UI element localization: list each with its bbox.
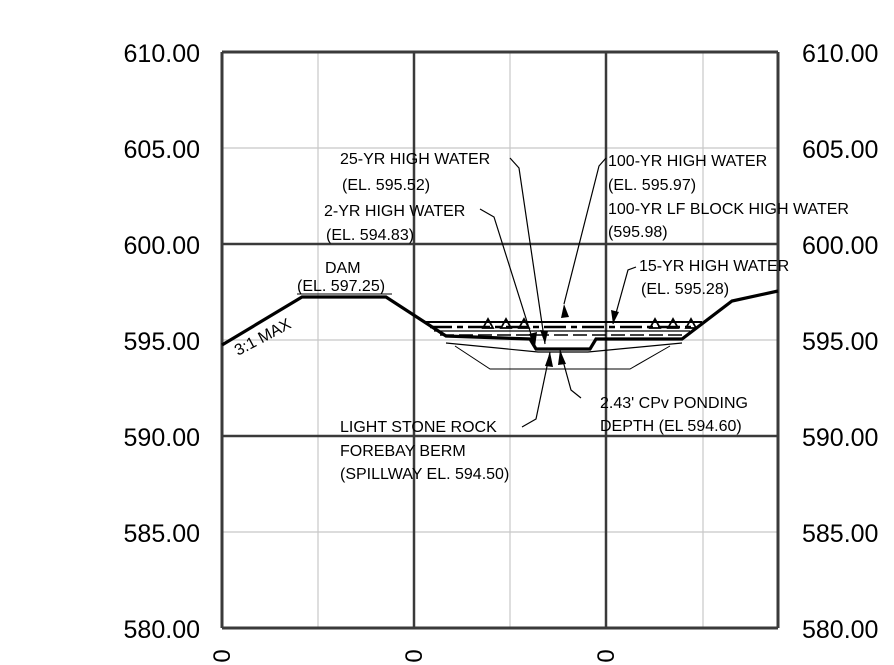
yr100-label: 100-YR HIGH WATER xyxy=(608,153,767,170)
yr2-elevation: (EL. 594.83) xyxy=(326,227,414,244)
elev-left-610: 610.00 xyxy=(124,40,200,68)
elev-right-610: 610.00 xyxy=(802,40,878,68)
cpv-depth: DEPTH (EL 594.60) xyxy=(600,418,742,435)
elev-left-605: 605.00 xyxy=(124,136,200,164)
elev-right-600: 600.00 xyxy=(802,232,878,260)
yr25-label: 25-YR HIGH WATER xyxy=(340,151,490,168)
right-elevation-axis: 610.00 605.00 600.00 595.00 590.00 585.0… xyxy=(802,40,878,644)
elev-right-605: 605.00 xyxy=(802,136,878,164)
cpv-label: 2.43' CPv PONDING xyxy=(600,395,748,412)
elev-left-590: 590.00 xyxy=(124,424,200,452)
leaders xyxy=(479,157,637,428)
berm-label-2: FOREBAY BERM xyxy=(340,443,466,460)
arrowheads xyxy=(529,304,619,367)
grid xyxy=(222,52,778,628)
station-axis: 0 0 0 xyxy=(209,649,620,662)
yr15-label: 15-YR HIGH WATER xyxy=(639,258,789,275)
elev-right-580: 580.00 xyxy=(802,616,878,644)
yr2-label: 2-YR HIGH WATER xyxy=(324,203,465,220)
berm-label-3: (SPILLWAY EL. 594.50) xyxy=(340,466,509,483)
pond-bottom-outline xyxy=(445,342,683,353)
yr100-lf-elevation: (595.98) xyxy=(608,224,668,241)
major-grid xyxy=(222,52,778,628)
station-label-3: 0 xyxy=(593,649,620,662)
frame xyxy=(220,50,780,630)
riprap-marks xyxy=(481,317,698,329)
station-label-1: 0 xyxy=(209,649,236,662)
elev-right-585: 585.00 xyxy=(802,520,878,548)
elev-right-595: 595.00 xyxy=(802,328,878,356)
elev-left-595: 595.00 xyxy=(124,328,200,356)
elev-left-585: 585.00 xyxy=(124,520,200,548)
yr25-elevation: (EL. 595.52) xyxy=(342,177,430,194)
elev-left-580: 580.00 xyxy=(124,616,200,644)
station-label-2: 0 xyxy=(401,649,428,662)
yr100-lf-label: 100-YR LF BLOCK HIGH WATER xyxy=(608,201,849,218)
yr100-elevation: (EL. 595.97) xyxy=(608,177,696,194)
berm-label-1: LIGHT STONE ROCK xyxy=(340,419,497,436)
forebay-berm xyxy=(454,345,671,370)
yr15-elevation: (EL. 595.28) xyxy=(641,281,729,298)
dam-label: DAM xyxy=(325,260,361,277)
elev-right-590: 590.00 xyxy=(802,424,878,452)
dam-elevation: (EL. 597.25) xyxy=(297,278,385,295)
elev-left-600: 600.00 xyxy=(124,232,200,260)
left-elevation-axis: 610.00 605.00 600.00 595.00 590.00 585.0… xyxy=(124,40,200,644)
ground-profile xyxy=(221,289,779,351)
